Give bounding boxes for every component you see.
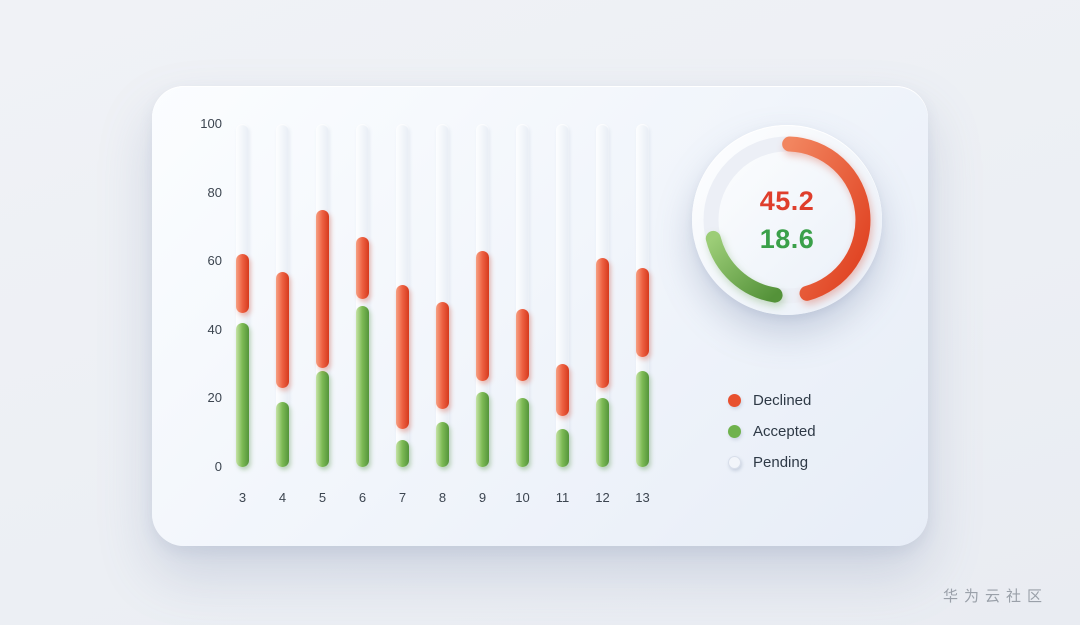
bar-group-12: 12	[595, 124, 610, 505]
plot-area: 3 4 5 6 7 8 9 10 11 12 13	[236, 124, 689, 505]
legend-item-pending: Pending	[728, 454, 816, 471]
declined-bar	[436, 302, 449, 409]
legend-item-declined: Declined	[728, 392, 816, 409]
declined-bar	[396, 285, 409, 430]
bar-group-3: 3	[236, 124, 249, 505]
gauge-accepted-arc	[705, 230, 783, 303]
accepted-bar	[436, 422, 449, 467]
y-tick-label: 80	[207, 184, 222, 200]
legend: Declined Accepted Pending	[728, 392, 816, 487]
x-tick-label: 4	[278, 490, 287, 505]
accepted-bar	[476, 391, 489, 467]
gauge-declined-arc	[782, 136, 871, 301]
gauge: 45.2 18.6	[692, 125, 882, 315]
declined-bar	[316, 209, 329, 368]
bar-group-8: 8	[436, 124, 449, 505]
x-tick-label: 11	[555, 490, 570, 505]
legend-label: Declined	[753, 392, 812, 409]
dashboard-card: 0 20 40 60 80 100 3 4 5 6 7 8 9 10 11 12 13 45.2 18.6 D…	[152, 86, 928, 546]
y-tick-label: 20	[207, 390, 222, 406]
x-tick-label: 13	[635, 490, 650, 505]
bar-group-6: 6	[356, 124, 369, 505]
bar-group-9: 9	[476, 124, 489, 505]
x-tick-label: 9	[478, 490, 487, 505]
x-tick-label: 5	[318, 490, 327, 505]
x-tick-label: 7	[398, 490, 407, 505]
accepted-bar	[556, 429, 569, 467]
gauge-svg	[703, 136, 871, 304]
bar-group-13: 13	[635, 124, 650, 505]
pending-dot-icon	[728, 456, 741, 469]
accepted-bar	[276, 401, 289, 467]
declined-bar	[236, 254, 249, 313]
y-tick-label: 100	[200, 116, 222, 131]
bar-group-7: 7	[396, 124, 409, 505]
y-tick-label: 0	[214, 459, 222, 474]
accepted-bar	[236, 322, 249, 467]
accepted-value: 18.6	[759, 224, 815, 254]
bar-group-11: 11	[556, 124, 569, 505]
accepted-bar	[596, 398, 609, 467]
accepted-bar	[636, 370, 649, 467]
declined-bar	[356, 237, 369, 299]
declined-bar	[516, 309, 529, 382]
x-tick-label: 10	[515, 490, 530, 505]
accepted-bar	[396, 439, 409, 467]
y-tick-label: 60	[207, 253, 222, 269]
declined-bar	[556, 364, 569, 416]
x-tick-label: 6	[358, 490, 367, 505]
accepted-bar	[516, 398, 529, 467]
accepted-dot-icon	[728, 425, 741, 438]
watermark-text: 华为云社区	[942, 588, 1048, 605]
legend-item-accepted: Accepted	[728, 423, 816, 440]
y-tick-label: 40	[207, 321, 222, 337]
declined-bar	[636, 268, 649, 358]
declined-bar	[276, 271, 289, 389]
declined-bar	[596, 257, 609, 389]
accepted-bar	[316, 370, 329, 467]
pending-track	[436, 124, 449, 467]
bar-group-5: 5	[316, 124, 329, 505]
x-tick-label: 3	[238, 490, 247, 505]
legend-label: Pending	[753, 454, 809, 471]
y-axis: 0 20 40 60 80 100	[178, 116, 222, 474]
legend-label: Accepted	[753, 423, 816, 440]
pending-track	[516, 124, 529, 467]
x-tick-label: 12	[595, 490, 610, 505]
x-tick-label: 8	[438, 490, 447, 505]
declined-dot-icon	[728, 394, 741, 407]
gauge-values: 45.2 18.6	[692, 125, 882, 315]
bar-group-4: 4	[276, 124, 289, 505]
declined-value: 45.2	[759, 186, 815, 216]
declined-bar	[476, 250, 489, 382]
bar-group-10: 10	[515, 124, 530, 505]
accepted-bar	[356, 305, 369, 467]
